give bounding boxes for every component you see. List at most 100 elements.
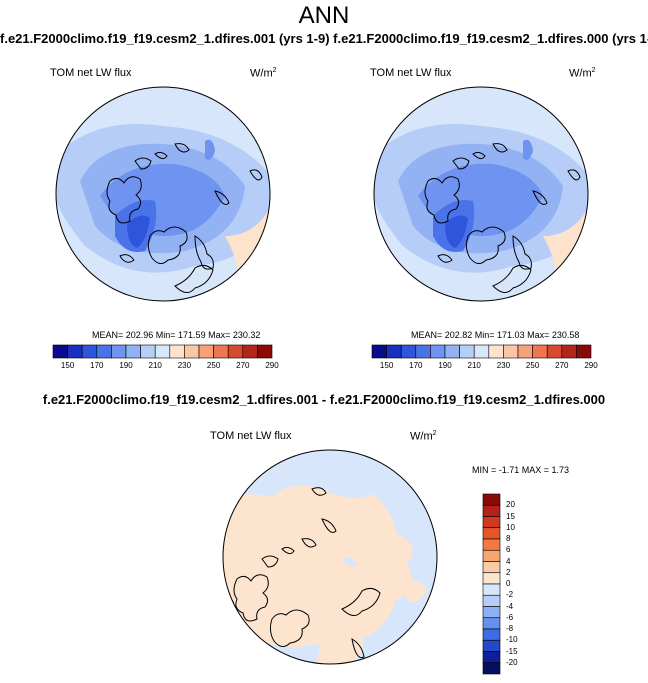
colorbar-swatch <box>67 344 83 359</box>
colorbar-swatch <box>482 617 501 630</box>
colorbar-swatch <box>482 628 501 641</box>
colorbar-swatch <box>52 344 68 359</box>
panel1-polar-map <box>55 86 271 302</box>
panel2-tick: 210 <box>467 361 481 370</box>
colorbar-swatch <box>140 344 156 359</box>
panel2-units: W/m2 <box>569 67 596 80</box>
colorbar-swatch <box>482 606 501 619</box>
colorbar-swatch <box>503 344 519 359</box>
panel2-variable: TOM net LW flux <box>370 67 452 79</box>
panel2-tick: 270 <box>555 361 569 370</box>
diff-field <box>223 450 437 664</box>
panel2-colorbar <box>371 344 592 359</box>
diff-colorbar-labels: 20 15 10 8 6 4 2 0 -2 -4 -6 -8 -10 -15 -… <box>506 494 536 674</box>
panel1-stats: MEAN= 202.96 Min= 171.59 Max= 230.32 <box>92 330 261 340</box>
panel2-tick: 230 <box>496 361 511 370</box>
colorbar-swatch <box>576 344 592 359</box>
case-right-label: f.e21.F2000climo.f19_f19.cesm2_1.dfires.… <box>333 31 648 46</box>
colorbar-swatch <box>561 344 577 359</box>
diff-coastlines <box>223 487 381 659</box>
diff-tick: 2 <box>506 567 511 577</box>
colorbar-swatch <box>81 344 98 359</box>
panel1-map-border <box>55 86 271 302</box>
diff-tick: -6 <box>506 612 514 622</box>
colorbar-swatch <box>198 344 214 359</box>
case-header: f.e21.F2000climo.f19_f19.cesm2_1.dfires.… <box>0 31 648 46</box>
colorbar-swatch <box>482 639 501 652</box>
colorbar-swatch <box>257 344 273 359</box>
diff-tick: 20 <box>506 500 515 510</box>
diff-tick: -15 <box>506 646 518 656</box>
diff-tick: -4 <box>506 601 514 611</box>
panel1-coastlines <box>106 143 263 293</box>
panel2-coastlines <box>424 143 581 293</box>
colorbar-swatch <box>482 516 501 529</box>
colorbar-swatch <box>482 493 501 506</box>
colorbar-swatch <box>430 344 446 359</box>
panel2-stats: MEAN= 202.82 Min= 171.03 Max= 230.58 <box>411 330 580 340</box>
panel1-variable: TOM net LW flux <box>50 67 132 79</box>
figure-title: ANN <box>298 2 350 29</box>
colorbar-swatch <box>482 549 501 562</box>
diff-tick: 8 <box>506 534 511 543</box>
colorbar-swatch <box>213 344 229 359</box>
panel2-tick: 170 <box>409 361 423 370</box>
diff-units: W/m2 <box>410 430 437 443</box>
panel1-tick: 170 <box>90 361 104 370</box>
panel1-units: W/m2 <box>250 67 277 80</box>
panel1-tick: 210 <box>148 361 162 370</box>
panel1-colorbar <box>52 344 273 359</box>
panel2-map-border <box>373 86 589 302</box>
diff-tick: 15 <box>506 511 515 521</box>
colorbar-swatch <box>532 344 548 359</box>
colorbar-swatch <box>184 344 200 359</box>
colorbar-swatch <box>482 538 501 551</box>
diff-tick: -2 <box>506 590 514 600</box>
colorbar-swatch <box>386 344 402 359</box>
colorbar-swatch <box>482 572 501 585</box>
diff-variable: TOM net LW flux <box>210 430 292 442</box>
colorbar-swatch <box>169 344 185 359</box>
colorbar-swatch <box>459 344 475 359</box>
diff-tick: -8 <box>506 624 514 633</box>
colorbar-swatch <box>371 344 387 359</box>
diff-stats: MIN = -1.71 MAX = 1.73 <box>472 465 570 475</box>
diff-colorbar <box>482 493 501 675</box>
colorbar-swatch <box>227 344 244 359</box>
panel1-tick: 290 <box>265 361 279 370</box>
panel2-polar-map <box>373 86 589 302</box>
colorbar-swatch <box>473 344 490 359</box>
panel1-tick: 270 <box>236 361 250 370</box>
colorbar-swatch <box>111 344 127 359</box>
panel1-tick: 230 <box>177 361 192 370</box>
panel2-tick: 250 <box>525 361 540 370</box>
panel2-colorbar-labels: 150 170 190 210 230 250 270 290 <box>372 361 598 373</box>
colorbar-swatch <box>482 561 501 574</box>
panel2-tick: 150 <box>379 361 394 370</box>
panel2-tick: 290 <box>584 361 598 370</box>
colorbar-swatch <box>488 344 504 359</box>
colorbar-swatch <box>482 504 501 517</box>
colorbar-swatch <box>546 344 563 359</box>
panel2-tick: 190 <box>438 361 452 370</box>
diff-map-border <box>222 449 438 665</box>
colorbar-swatch <box>482 527 501 540</box>
diff-polar-map <box>222 449 438 665</box>
colorbar-swatch <box>482 651 501 664</box>
panel1-tick: 250 <box>206 361 221 370</box>
colorbar-swatch <box>517 344 533 359</box>
colorbar-swatch <box>125 344 141 359</box>
diff-tick: 10 <box>506 522 515 532</box>
diff-tick: -20 <box>506 657 518 667</box>
colorbar-swatch <box>242 344 258 359</box>
panel1-tick: 190 <box>119 361 133 370</box>
diff-tick: 4 <box>506 556 511 566</box>
diff-tick: -10 <box>506 635 518 645</box>
colorbar-swatch <box>482 583 501 596</box>
diff-tick: 0 <box>506 579 511 588</box>
diff-tick: 6 <box>506 545 511 555</box>
colorbar-swatch <box>96 344 112 359</box>
case-left-label: f.e21.F2000climo.f19_f19.cesm2_1.dfires.… <box>0 31 330 46</box>
colorbar-swatch <box>415 344 431 359</box>
colorbar-swatch <box>444 344 460 359</box>
